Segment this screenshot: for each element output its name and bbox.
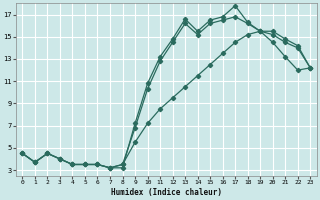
X-axis label: Humidex (Indice chaleur): Humidex (Indice chaleur) (111, 188, 222, 197)
